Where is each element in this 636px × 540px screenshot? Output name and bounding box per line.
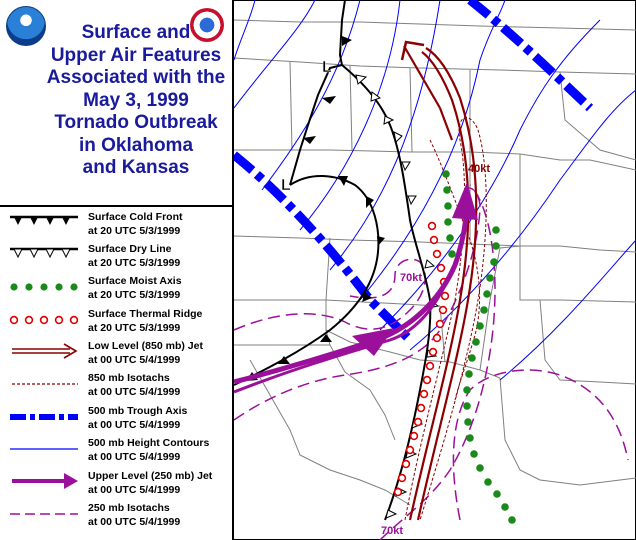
noaa-logo <box>6 6 46 46</box>
isotach-850mb-label: 40kt <box>468 163 490 175</box>
legend-label: 850 mb Isotachs <box>88 372 170 384</box>
legend-item-moist-axis: Surface Moist Axis at 20 UTC 5/3/1999 <box>0 273 232 305</box>
legend-text: Surface Dry Line at 20 UTC 5/3/1999 <box>88 243 180 270</box>
legend-time: at 00 UTC 5/4/1999 <box>88 450 181 463</box>
title-line: May 3, 1999 <box>83 89 189 111</box>
legend-text: 250 mb Isotachs at 00 UTC 5/4/1999 <box>88 502 180 529</box>
thermal-ridge-symbol <box>9 315 79 325</box>
state-boundaries <box>234 19 636 506</box>
legend-text: Surface Moist Axis at 20 UTC 5/3/1999 <box>88 275 182 302</box>
legend-text: 850 mb Isotachs at 00 UTC 5/4/1999 <box>88 372 180 399</box>
legend-label: 500 mb Trough Axis <box>88 405 188 417</box>
isotach-850-symbol <box>12 383 78 385</box>
legend-item-cold-front: Surface Cold Front at 20 UTC 5/3/1999 <box>0 209 232 241</box>
weather-map: L L <box>234 0 636 540</box>
legend-text: Surface Thermal Ridge at 20 UTC 5/3/1999 <box>88 308 202 335</box>
title-line: Tornado Outbreak <box>54 112 218 133</box>
dry-line-symbol <box>10 247 78 259</box>
title-line: and Kansas <box>82 157 190 178</box>
title-panel: Surface and Upper Air Features Associate… <box>0 0 234 207</box>
legend-label: Surface Cold Front <box>88 211 183 223</box>
trough-axis-symbol <box>10 414 78 420</box>
legend-item-thermal-ridge: Surface Thermal Ridge at 20 UTC 5/3/1999 <box>0 306 232 338</box>
legend-time: at 20 UTC 5/3/1999 <box>88 224 181 237</box>
title-line: Surface and <box>81 22 191 43</box>
dry-line <box>341 64 440 521</box>
legend-text: Low Level (850 mb) Jet at 00 UTC 5/4/199… <box>88 340 203 367</box>
low-pressure-label: L <box>281 177 291 194</box>
cold-front-symbol <box>10 215 78 225</box>
legend-label: Low Level (850 mb) Jet <box>88 340 203 352</box>
legend-text: Surface Cold Front at 20 UTC 5/3/1999 <box>88 211 183 238</box>
legend-time: at 00 UTC 5/4/1999 <box>88 353 181 366</box>
height-contours-500mb <box>234 0 636 381</box>
legend-time: at 20 UTC 5/3/1999 <box>88 288 181 301</box>
height-contour-symbol <box>10 448 78 450</box>
legend-text: Upper Level (250 mb) Jet at 00 UTC 5/4/1… <box>88 470 212 497</box>
isotach-250mb-label: 70kt <box>381 525 403 537</box>
legend-time: at 20 UTC 5/3/1999 <box>88 321 181 334</box>
legend-label: Upper Level (250 mb) Jet <box>88 470 213 482</box>
upper-level-jet <box>234 182 478 394</box>
legend-item-trough-axis: 500 mb Trough Axis at 00 UTC 5/4/1999 <box>0 403 232 435</box>
legend-panel: Surface Cold Front at 20 UTC 5/3/1999 Su… <box>0 207 234 540</box>
legend-label: 250 mb Isotachs <box>88 502 170 514</box>
isotach-250-symbol <box>10 513 78 515</box>
legend-item-upper-jet: Upper Level (250 mb) Jet at 00 UTC 5/4/1… <box>0 468 232 500</box>
legend-label: Surface Moist Axis <box>88 275 182 287</box>
legend-time: at 00 UTC 5/4/1999 <box>88 385 181 398</box>
nws-logo <box>190 8 224 42</box>
legend-text: 500 mb Trough Axis at 00 UTC 5/4/1999 <box>88 405 187 432</box>
low-level-jet <box>400 40 478 521</box>
map-title: Surface and Upper Air Features Associate… <box>40 22 232 180</box>
legend-item-low-level-jet: Low Level (850 mb) Jet at 00 UTC 5/4/199… <box>0 338 232 370</box>
legend-label: Surface Dry Line <box>88 243 172 255</box>
legend-time: at 00 UTC 5/4/1999 <box>88 418 181 431</box>
thermal-ridge <box>393 221 450 497</box>
trough-axis-500mb <box>234 0 594 344</box>
legend-time: at 00 UTC 5/4/1999 <box>88 515 181 528</box>
legend-label: 500 mb Height Contours <box>88 437 210 449</box>
legend-item-250-isotachs: 250 mb Isotachs at 00 UTC 5/4/1999 <box>0 500 232 532</box>
isotach-250mb-label: 70kt <box>400 272 422 284</box>
legend-time: at 20 UTC 5/3/1999 <box>88 256 181 269</box>
legend-item-dry-line: Surface Dry Line at 20 UTC 5/3/1999 <box>0 241 232 273</box>
upper-jet-symbol <box>12 473 78 489</box>
legend-label: Surface Thermal Ridge <box>88 308 203 320</box>
low-pressure-label: L <box>322 59 332 76</box>
legend-item-850-isotachs: 850 mb Isotachs at 00 UTC 5/4/1999 <box>0 370 232 402</box>
moist-axis <box>442 170 516 524</box>
legend-item-height-contours: 500 mb Height Contours at 00 UTC 5/4/199… <box>0 435 232 467</box>
moist-axis-symbol <box>10 283 78 291</box>
cold-front <box>234 0 385 386</box>
title-line: Upper Air Features <box>50 44 222 66</box>
title-line: Associated with the <box>46 67 226 88</box>
low-level-jet-symbol <box>12 343 78 359</box>
legend-text: 500 mb Height Contours at 00 UTC 5/4/199… <box>88 437 209 464</box>
legend-time: at 00 UTC 5/4/1999 <box>88 483 181 496</box>
title-line: in Oklahoma <box>78 134 194 156</box>
